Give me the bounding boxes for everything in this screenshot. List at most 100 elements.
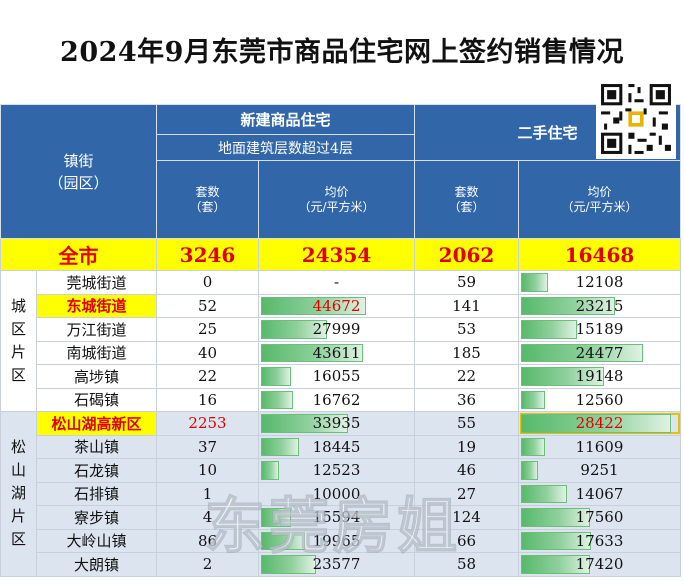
sh-price-bar	[521, 320, 578, 339]
sh-price-cell: 11609	[518, 434, 681, 459]
sh-price-cell: 24477	[518, 340, 681, 365]
sh-price-header: 均价 （元/平方米）	[518, 160, 681, 239]
new-price-value: 12523	[312, 461, 361, 480]
new-units-value: 40	[156, 340, 259, 365]
header-row-2: 地面建筑层数超过4层	[1, 134, 681, 161]
new-units-value: 2	[156, 552, 259, 577]
new-price-value: 16055	[312, 367, 361, 386]
sh-units-value: 22	[414, 364, 519, 389]
new-price-bar	[261, 320, 327, 339]
new-price-bar	[261, 343, 364, 362]
new-units-label: 套数	[195, 184, 220, 199]
district-name: 松山湖高新区	[36, 411, 157, 436]
new-price-bar	[261, 508, 291, 527]
table-row: 石龙镇 10 12523 46 9251	[1, 458, 681, 483]
new-price-cell: 15594	[258, 505, 415, 530]
new-price-value: 27999	[312, 320, 361, 339]
page-title: 2024年9月东莞市商品住宅网上签约销售情况	[60, 37, 624, 68]
new-price-bar	[261, 461, 280, 480]
new-units-value: 4	[156, 505, 259, 530]
sh-price-value: 11609	[575, 437, 624, 456]
total-row: 全市 3246 24354 2062 16468	[0, 238, 681, 271]
sh-price-value: 12108	[575, 273, 624, 292]
sh-price-value: 17420	[575, 555, 624, 574]
sh-price-cell: 19148	[518, 364, 681, 389]
sh-price-cell: 17560	[518, 505, 681, 530]
new-price-value: 16762	[312, 390, 361, 409]
new-price-bar	[261, 296, 367, 315]
sh-price-unit: （元/平方米）	[561, 199, 638, 214]
title-bar: 2024年9月东莞市商品住宅网上签约销售情况	[0, 0, 684, 104]
new-price-cell: 16055	[258, 364, 415, 389]
town-header-sublabel: （园区）	[48, 173, 109, 192]
sh-units-value: 55	[414, 411, 519, 436]
new-price-value: 44672	[312, 296, 361, 315]
sh-price-bar	[521, 461, 538, 480]
district-name: 大朗镇	[36, 552, 157, 577]
sh-price-bar	[521, 390, 545, 409]
new-price-value: 15594	[312, 508, 361, 527]
table-row: 城区片区 莞城街道 0 - 59 12108	[0, 270, 681, 412]
town-header-label: 镇街	[63, 151, 94, 170]
district-rows: 城区片区 莞城街道 0 - 59 12108 东城街道 52 44672 141 23215 万江街道…	[0, 270, 681, 577]
sh-units-label: 套数	[454, 184, 479, 199]
new-units-value: 37	[156, 434, 259, 459]
sh-price-cell: 15189	[518, 317, 681, 342]
district-name: 大岭山镇	[36, 528, 157, 553]
header-row-3: 套数 （套） 均价 （元/平方米） 套数 （套） 均价 （元/平方米）	[1, 160, 681, 239]
sh-price-bar	[521, 531, 592, 550]
total-name: 全市	[0, 238, 157, 271]
sh-price-bar	[521, 555, 590, 574]
sh-price-value: 19148	[575, 367, 624, 386]
new-price-cell: 43611	[258, 340, 415, 365]
sh-price-cell: 12560	[518, 387, 681, 412]
new-price-bar	[261, 367, 291, 386]
new-units-value: 22	[156, 364, 259, 389]
town-header-cell: 镇街 （园区）	[0, 104, 157, 239]
new-price-label: 均价	[324, 184, 349, 199]
sh-price-value: 9251	[580, 461, 619, 480]
table-row: 茶山镇 37 18445 19 11609	[1, 434, 681, 459]
total-sh-units: 2062	[414, 238, 519, 271]
table-row: 寮步镇 4 15594 124 17560	[1, 505, 681, 530]
sh-units-value: 53	[414, 317, 519, 342]
sh-price-value: 15189	[575, 320, 624, 339]
sh-units-value: 36	[414, 387, 519, 412]
qr-code-icon	[596, 79, 676, 159]
new-price-bar	[261, 390, 294, 409]
new-price-cell: 19965	[258, 528, 415, 553]
new-price-cell: 23577	[258, 552, 415, 577]
new-price-value: 10000	[312, 484, 361, 503]
district-name: 石排镇	[36, 481, 157, 506]
sh-price-label: 均价	[587, 184, 612, 199]
sh-price-bar	[521, 508, 590, 527]
new-units-value: 0	[156, 270, 259, 295]
new-price-value: 23577	[312, 555, 361, 574]
sh-price-value: 28422	[575, 414, 624, 433]
new-price-cell: 12523	[258, 458, 415, 483]
total-new-price: 24354	[258, 238, 415, 271]
new-units-value: 10	[156, 458, 259, 483]
sh-price-bar	[521, 296, 615, 315]
district-name: 寮步镇	[36, 505, 157, 530]
sh-units-value: 59	[414, 270, 519, 295]
district-name: 石龙镇	[36, 458, 157, 483]
sh-price-value: 12560	[575, 390, 624, 409]
new-price-bar	[261, 414, 348, 433]
new-price-cell: 27999	[258, 317, 415, 342]
district-name: 莞城街道	[36, 270, 157, 295]
area-label-text: 松山湖片区	[10, 438, 26, 549]
new-units-header: 套数 （套）	[156, 160, 259, 239]
new-price-value: 19965	[312, 531, 361, 550]
district-name: 万江街道	[36, 317, 157, 342]
sh-price-bar	[521, 273, 548, 292]
new-price-value: 18445	[312, 437, 361, 456]
sh-units-value: 141	[414, 293, 519, 318]
sh-price-bar	[521, 414, 671, 433]
new-units-value: 25	[156, 317, 259, 342]
new-price-bar	[261, 531, 305, 550]
district-name: 高埗镇	[36, 364, 157, 389]
total-new-units: 3246	[156, 238, 259, 271]
new-units-unit: （套）	[189, 199, 226, 214]
sh-units-value: 19	[414, 434, 519, 459]
